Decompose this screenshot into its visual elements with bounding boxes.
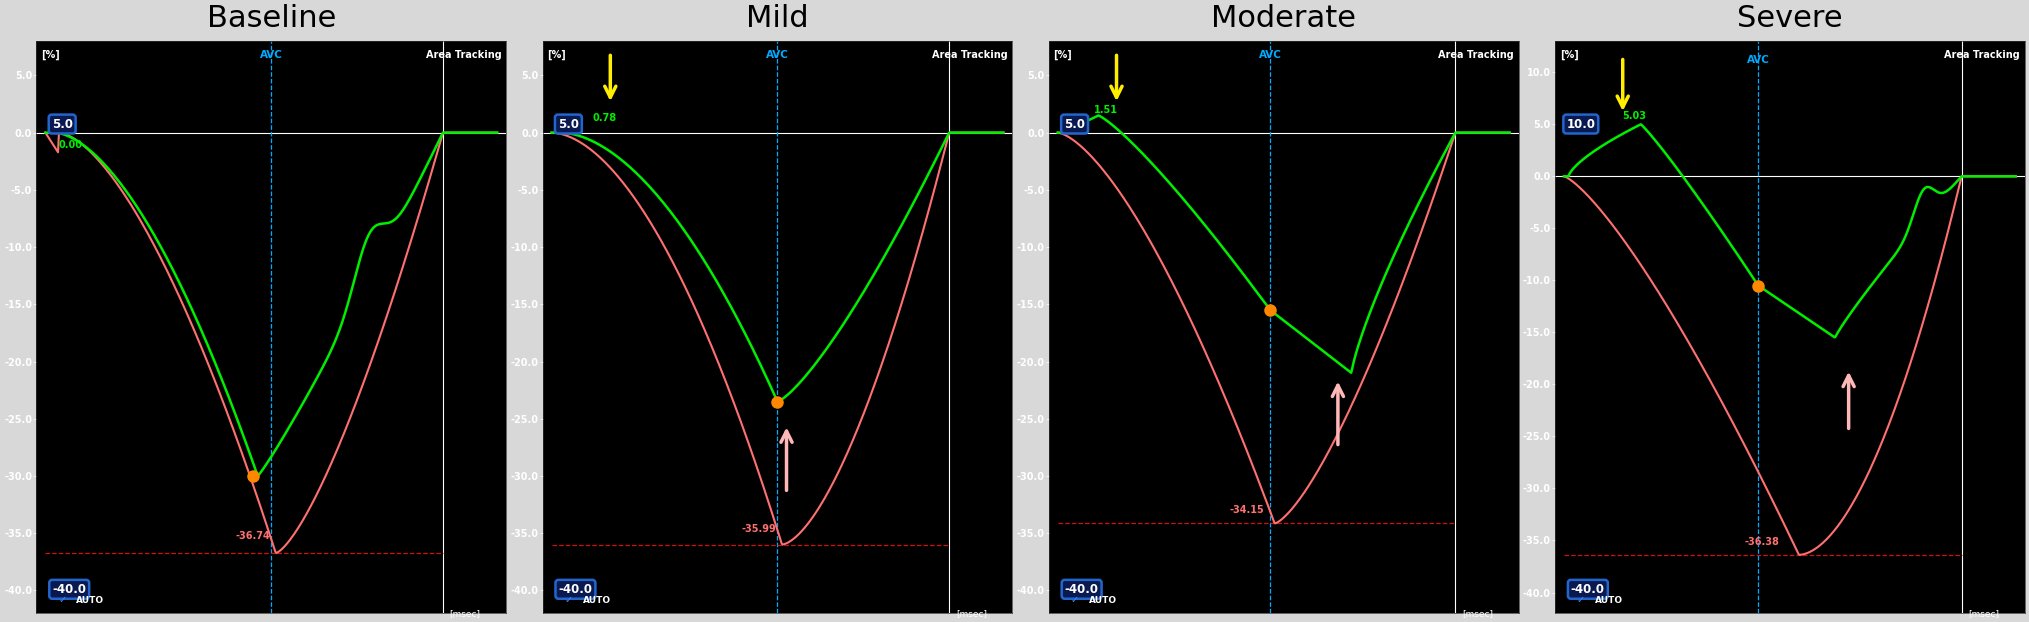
Text: AUTO: AUTO — [77, 596, 103, 605]
Text: [msec]: [msec] — [956, 609, 986, 618]
Title: Mild: Mild — [747, 4, 810, 33]
Text: AVC: AVC — [1258, 50, 1282, 60]
Title: Severe: Severe — [1737, 4, 1842, 33]
Text: ✓: ✓ — [564, 595, 572, 605]
Text: [msec]: [msec] — [1968, 609, 1999, 618]
Text: AUTO: AUTO — [1595, 596, 1623, 605]
Title: Baseline: Baseline — [207, 4, 337, 33]
Text: 5.0: 5.0 — [51, 118, 73, 131]
Text: -40.0: -40.0 — [1570, 583, 1605, 596]
Text: [%]: [%] — [1053, 50, 1071, 60]
Text: Area Tracking: Area Tracking — [1944, 50, 2021, 60]
Text: Area Tracking: Area Tracking — [426, 50, 501, 60]
Text: AUTO: AUTO — [1090, 596, 1116, 605]
Text: 5.03: 5.03 — [1623, 111, 1648, 121]
Text: AVC: AVC — [1747, 55, 1769, 65]
Text: [msec]: [msec] — [450, 609, 481, 618]
Text: [%]: [%] — [1560, 50, 1579, 60]
Text: AVC: AVC — [767, 50, 789, 60]
Text: 0.00: 0.00 — [59, 140, 83, 150]
Text: -36.38: -36.38 — [1745, 537, 1779, 547]
Text: [msec]: [msec] — [1463, 609, 1493, 618]
Text: -40.0: -40.0 — [53, 583, 85, 596]
Text: -34.15: -34.15 — [1230, 504, 1264, 514]
Text: [%]: [%] — [41, 50, 59, 60]
Text: [%]: [%] — [548, 50, 566, 60]
Text: 0.78: 0.78 — [592, 113, 617, 123]
Text: 10.0: 10.0 — [1566, 118, 1595, 131]
Text: ✓: ✓ — [59, 595, 67, 605]
Text: 5.0: 5.0 — [1063, 118, 1086, 131]
Text: Area Tracking: Area Tracking — [931, 50, 1008, 60]
Text: -40.0: -40.0 — [558, 583, 592, 596]
Text: -35.99: -35.99 — [741, 524, 775, 534]
Text: 1.51: 1.51 — [1094, 106, 1118, 116]
Title: Moderate: Moderate — [1211, 4, 1355, 33]
Text: 5.0: 5.0 — [558, 118, 578, 131]
Text: AVC: AVC — [260, 50, 282, 60]
Text: ✓: ✓ — [1071, 595, 1079, 605]
Text: -36.74: -36.74 — [235, 531, 270, 541]
Text: Area Tracking: Area Tracking — [1439, 50, 1514, 60]
Text: -40.0: -40.0 — [1065, 583, 1098, 596]
Text: AUTO: AUTO — [582, 596, 611, 605]
Text: ✓: ✓ — [1577, 595, 1585, 605]
